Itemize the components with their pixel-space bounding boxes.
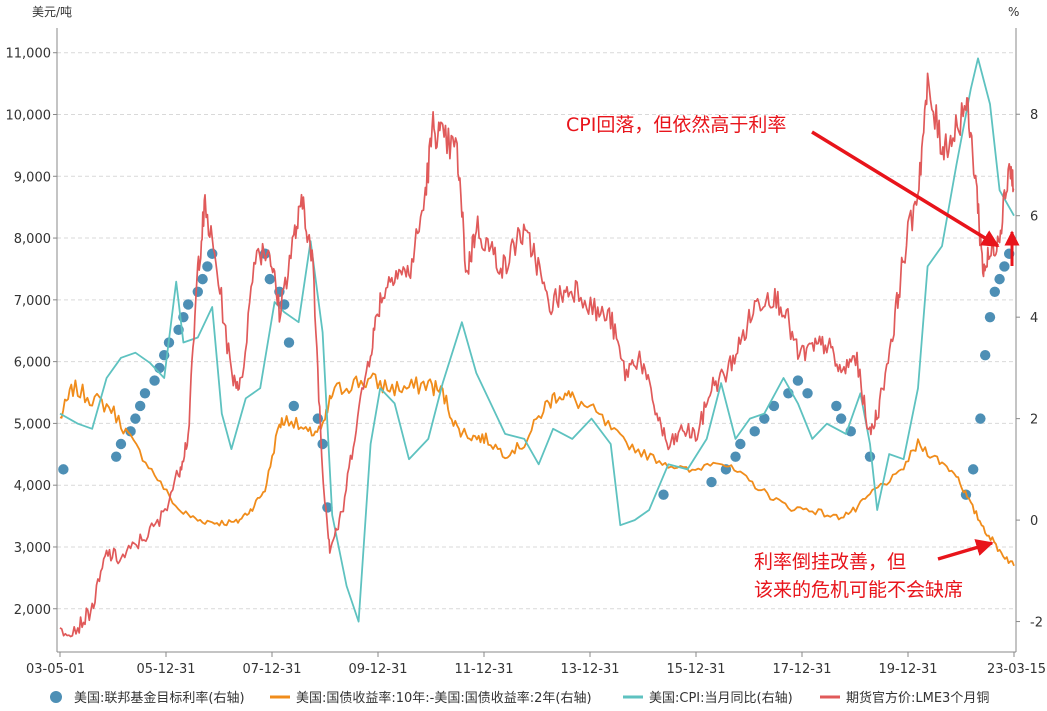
left-tick-label: 8,000: [14, 232, 51, 247]
rate-dot: [312, 413, 324, 424]
left-tick-label: 9,000: [14, 170, 51, 185]
right-tick-label: 4: [1030, 311, 1038, 326]
series-line-1: [59, 372, 1015, 567]
x-tick-label: 11-12-31: [454, 662, 513, 677]
rate-dot: [792, 375, 804, 386]
series-line-3: [59, 72, 1015, 638]
left-tick-label: 3,000: [14, 541, 51, 556]
rate-dot: [967, 464, 979, 475]
legend-label: 美国:国债收益率:10年:-美国:国债收益率:2年(右轴): [296, 690, 592, 706]
rate-dot: [125, 426, 136, 437]
rate-dot: [984, 311, 996, 323]
left-tick-label: 10,000: [6, 108, 52, 123]
rate-dot: [139, 388, 151, 399]
left-tick-label: 6,000: [14, 356, 51, 371]
legend-marker-dot: [50, 691, 62, 703]
rate-dot: [110, 451, 122, 462]
rate-dot: [706, 476, 717, 488]
legend-label: 美国:联邦基金目标利率(右轴): [74, 690, 245, 706]
annotation-cpi: CPI回落，但依然高于利率: [566, 114, 786, 136]
annotation-spread-line1: 利率倒挂改善，但: [754, 551, 906, 573]
x-tick-label: 19-12-31: [878, 662, 937, 677]
plot-area: [58, 57, 1015, 638]
rate-dot: [182, 299, 194, 310]
x-tick-label: 15-12-31: [666, 662, 725, 677]
axes: 美元/吨 % 2,000 3,000 4,000 5,000 6,000 7,000 8,0…: [6, 5, 1047, 677]
rate-dot: [989, 286, 1000, 298]
left-tick-label: 4,000: [14, 479, 51, 494]
arrow-cpi-diagonal: [811, 130, 1000, 248]
right-tick-label: -2: [1030, 616, 1043, 631]
rate-dot: [735, 438, 746, 450]
rate-dot: [130, 413, 141, 424]
series-line-2: [59, 57, 1015, 623]
rate-dot: [192, 286, 203, 298]
annotations: CPI回落，但依然高于利率 利率倒挂改善，但 该来的危机可能不会缺席: [566, 114, 1020, 601]
legend: 美国:联邦基金目标利率(右轴) 美国:国债收益率:10年:-美国:国债收益率:2年…: [50, 690, 989, 706]
rate-dot: [58, 464, 69, 475]
rate-dot: [994, 273, 1005, 285]
rate-dot: [115, 438, 127, 450]
left-axis-unit: 美元/吨: [32, 5, 72, 19]
x-tick-label: 07-12-31: [242, 662, 301, 677]
rate-dot: [134, 400, 146, 412]
x-tick-label: 13-12-31: [560, 662, 619, 677]
annotation-spread-line2: 该来的危机可能不会缺席: [754, 579, 963, 601]
right-tick-label: 6: [1030, 210, 1038, 225]
rate-dot: [197, 273, 208, 285]
rate-dot: [835, 413, 847, 424]
x-tick-label: 03-05-01: [26, 662, 85, 677]
rate-dot: [317, 438, 328, 450]
rate-dot: [802, 388, 813, 399]
rate-dot: [831, 400, 842, 412]
x-tick-label: 09-12-31: [348, 662, 407, 677]
rate-dot: [975, 413, 986, 424]
legend-label: 期货官方价:LME3个月铜: [846, 690, 989, 706]
x-tick-label: 17-12-31: [772, 662, 831, 677]
rate-dot: [768, 400, 780, 412]
right-tick-label: 0: [1030, 514, 1038, 529]
rate-dot: [999, 261, 1010, 272]
x-tick-label: 05-12-31: [136, 662, 195, 677]
x-tick-label: 23-03-15: [987, 662, 1046, 677]
rate-dot: [864, 451, 876, 462]
rate-dot: [202, 261, 213, 272]
left-tick-label: 2,000: [14, 603, 51, 618]
right-tick-label: 8: [1030, 108, 1038, 123]
left-tick-label: 7,000: [14, 294, 51, 309]
rate-dot: [730, 451, 741, 462]
right-tick-label: 2: [1030, 413, 1038, 428]
rate-dot: [759, 413, 770, 424]
rate-dot: [749, 426, 760, 437]
rate-dot: [264, 273, 276, 285]
arrow-spread: [937, 539, 994, 561]
rate-dot: [283, 337, 295, 348]
right-axis-unit: %: [1008, 5, 1019, 19]
rate-dot: [658, 489, 669, 500]
rate-dot: [149, 375, 160, 386]
legend-label: 美国:CPI:当月同比(右轴): [649, 691, 793, 706]
left-tick-label: 11,000: [6, 47, 52, 62]
rate-dot: [979, 350, 991, 361]
rate-dot: [288, 400, 300, 412]
left-tick-label: 5,000: [14, 417, 51, 432]
